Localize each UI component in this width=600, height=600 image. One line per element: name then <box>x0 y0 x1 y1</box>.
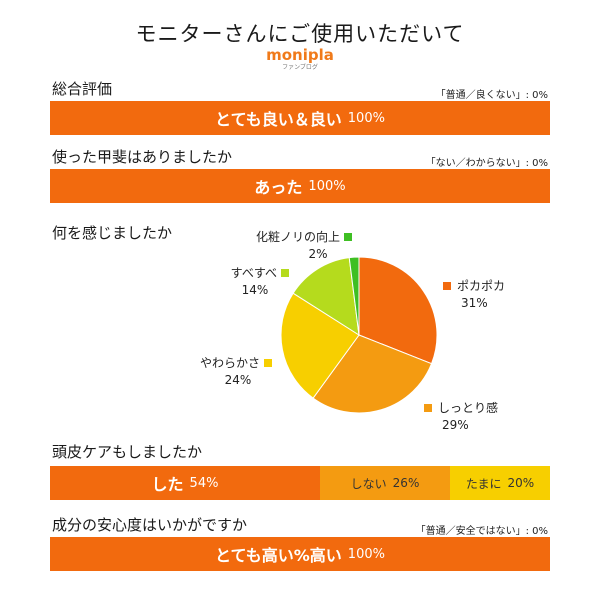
pie-slice-value: 24% <box>225 373 252 387</box>
pie-slice-label: ポカポカ <box>457 279 505 293</box>
bar-overall: とても良い＆良い 100% <box>50 101 550 135</box>
bar-segment: とても良い＆良い 100% <box>50 101 550 135</box>
pie-slice-value: 2% <box>308 247 327 261</box>
bar-segment-value: 20% <box>507 476 535 490</box>
bar-segment-value: 100% <box>308 178 346 194</box>
bar-segment-value: 54% <box>189 475 219 491</box>
bar-segment-value: 26% <box>392 476 420 490</box>
page-title: モニターさんにご使用いただいて <box>135 22 465 46</box>
bar-segment-label: あった <box>254 178 303 197</box>
bar-scalp: した 54% しない 26% たまに 20% <box>50 466 550 500</box>
brand-logo: monipla <box>266 46 334 64</box>
question-feel-title: 何を感じましたか <box>52 224 173 242</box>
pie-slice-value: 14% <box>242 283 269 297</box>
bar-segment-label: とても良い＆良い <box>215 110 342 129</box>
bar-segment-label: とても高い%高い <box>215 546 342 565</box>
bar-segment: たまに 20% <box>450 466 550 500</box>
pie-slice <box>348 256 360 336</box>
question-overall-note: 「普通／良くない」: 0% <box>435 90 548 101</box>
pie-slice-value: 29% <box>442 418 469 432</box>
pie-slice <box>312 334 433 414</box>
bar-segment: しない 26% <box>320 466 450 500</box>
pie-slice-value: 31% <box>461 296 488 310</box>
bar-segment-label: しない <box>350 476 387 491</box>
bar-segment-value: 100% <box>347 546 385 562</box>
bar-segment: した 54% <box>50 466 320 500</box>
bar-segment-value: 100% <box>347 110 385 126</box>
pie-legend-marker <box>424 404 432 412</box>
brand-subtitle: ファンブログ <box>282 64 318 71</box>
question-safety-note: 「普通／安全ではない」: 0% <box>415 526 548 537</box>
pie-slice-label: 化粧ノリの向上 <box>256 229 340 244</box>
question-overall-title: 総合評価 <box>52 80 113 98</box>
pie-slice-label: しっとり感 <box>438 400 498 415</box>
bar-worth: あった 100% <box>50 169 550 203</box>
bar-segment-label: した <box>151 475 184 494</box>
question-worth-note: 「ない／わからない」: 0% <box>425 158 548 169</box>
pie-slice <box>358 256 438 365</box>
pie-slice-label: やわらかさ <box>200 356 260 370</box>
pie-legend-marker <box>443 282 451 290</box>
bar-segment-label: たまに <box>465 476 502 491</box>
pie-slice <box>280 292 360 399</box>
question-worth-title: 使った甲斐はありましたか <box>52 148 233 166</box>
pie-slice <box>292 257 360 336</box>
pie-legend-marker <box>264 359 272 367</box>
question-scalp-title: 頭皮ケアもしましたか <box>52 443 203 461</box>
bar-segment: あった 100% <box>50 169 550 203</box>
pie-legend-marker <box>281 269 289 277</box>
pie-svg: ポカポカ 31% しっとり感 29% やわらかさ 24% すべすべ 14% 化粧ノリの向上 2% <box>200 229 505 432</box>
bar-segment: とても高い%高い 100% <box>50 537 550 571</box>
pie-slice-label: すべすべ <box>231 266 277 280</box>
pie-chart-feel: ポカポカ 31% しっとり感 29% やわらかさ 24% すべすべ 14% 化粧ノリの向上 2% <box>0 220 600 435</box>
bar-safety: とても高い%高い 100% <box>50 537 550 571</box>
question-safety-title: 成分の安心度はいかがですか <box>52 516 248 534</box>
pie-legend-marker <box>344 233 352 241</box>
